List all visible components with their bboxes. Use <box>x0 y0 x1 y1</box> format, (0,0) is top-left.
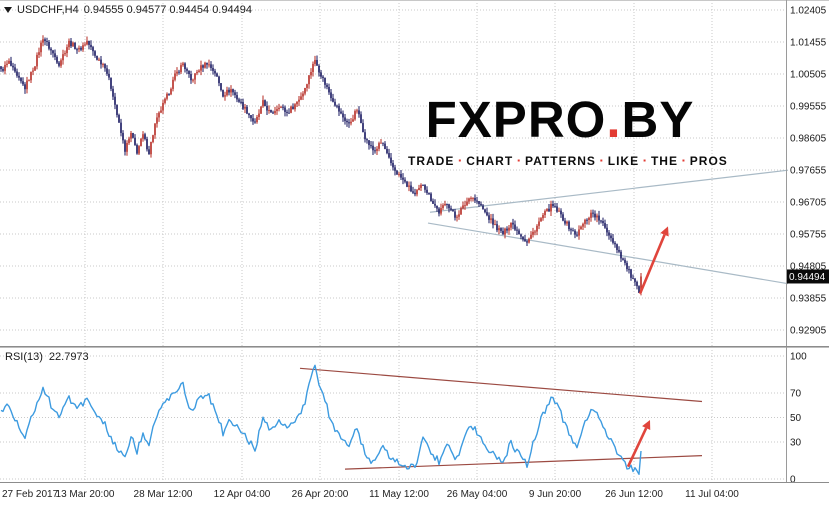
symbol-marker-icon <box>4 7 12 13</box>
x-axis-label: 26 Apr 20:00 <box>291 489 349 500</box>
x-axis-label: 12 Apr 04:00 <box>213 489 271 500</box>
rsi-trendline[interactable] <box>299 367 703 403</box>
x-axis-label: 13 Mar 20:00 <box>55 489 115 500</box>
price-axis-label: 1.02405 <box>790 6 827 17</box>
rsi-axis-label: 0 <box>790 475 796 484</box>
rsi-indicator-label: RSI(13) 22.7973 <box>5 351 95 363</box>
rsi-grid-layer <box>0 347 786 483</box>
price-trendline[interactable] <box>427 222 789 285</box>
rsi-line <box>0 364 642 476</box>
rsi-axis-label: 70 <box>790 388 802 399</box>
x-axis-label: 27 Feb 2017 <box>2 489 59 500</box>
x-axis-label: 11 Jul 04:00 <box>685 489 739 500</box>
price-axis-label: 0.93855 <box>790 294 827 305</box>
price-axis-label: 1.00505 <box>790 70 827 81</box>
x-axis-label: 11 May 12:00 <box>369 489 429 500</box>
price-trendline[interactable] <box>429 169 789 213</box>
price-axis-label: 0.98605 <box>790 134 827 145</box>
time-axis: 27 Feb 2017 13 Mar 20:00 28 Mar 12:00 12 Ap… <box>0 483 829 508</box>
symbol-header: USDCHF,H4 0.94555 0.94577 0.94454 0.9449… <box>4 4 252 16</box>
forecast-arrow[interactable] <box>638 226 669 295</box>
x-axis-label: 26 May 04:00 <box>446 489 508 500</box>
candles-layer <box>0 35 642 296</box>
rsi-chart[interactable]: 100 70 50 30 0 <box>0 347 829 483</box>
x-axis-label: 26 Jun 12:00 <box>605 489 663 500</box>
x-axis-label: 28 Mar 12:00 <box>133 489 193 500</box>
price-grid-layer <box>0 0 786 347</box>
rsi-axis-label: 100 <box>790 352 807 363</box>
rsi-axis-label: 30 <box>790 438 802 449</box>
x-axis-label: 9 Jun 20:00 <box>528 489 582 500</box>
svg-text:0.94494: 0.94494 <box>789 272 826 283</box>
ohlc-readout: 0.94555 0.94577 0.94454 0.94494 <box>83 4 252 16</box>
price-axis-label: 0.92905 <box>790 326 827 337</box>
price-axis-label: 1.01455 <box>790 38 827 49</box>
price-axis-label: 0.96705 <box>790 198 827 209</box>
price-axis-label: 0.99555 <box>790 102 827 113</box>
rsi-name: RSI(13) <box>5 351 43 363</box>
rsi-trendline[interactable] <box>344 455 703 470</box>
rsi-axis-label: 50 <box>790 413 802 424</box>
price-axis-label: 0.94805 <box>790 262 827 273</box>
current-price-tag: 0.94494 <box>786 269 829 284</box>
symbol-title: USDCHF,H4 <box>17 4 79 16</box>
price-chart[interactable]: 1.02405 1.01455 1.00505 0.99555 0.98605 0.976… <box>0 0 829 347</box>
price-axis-label: 0.97655 <box>790 166 827 177</box>
rsi-value: 22.7973 <box>48 351 89 363</box>
forecast-arrow[interactable] <box>626 419 651 468</box>
price-axis-label: 0.95755 <box>790 230 827 241</box>
